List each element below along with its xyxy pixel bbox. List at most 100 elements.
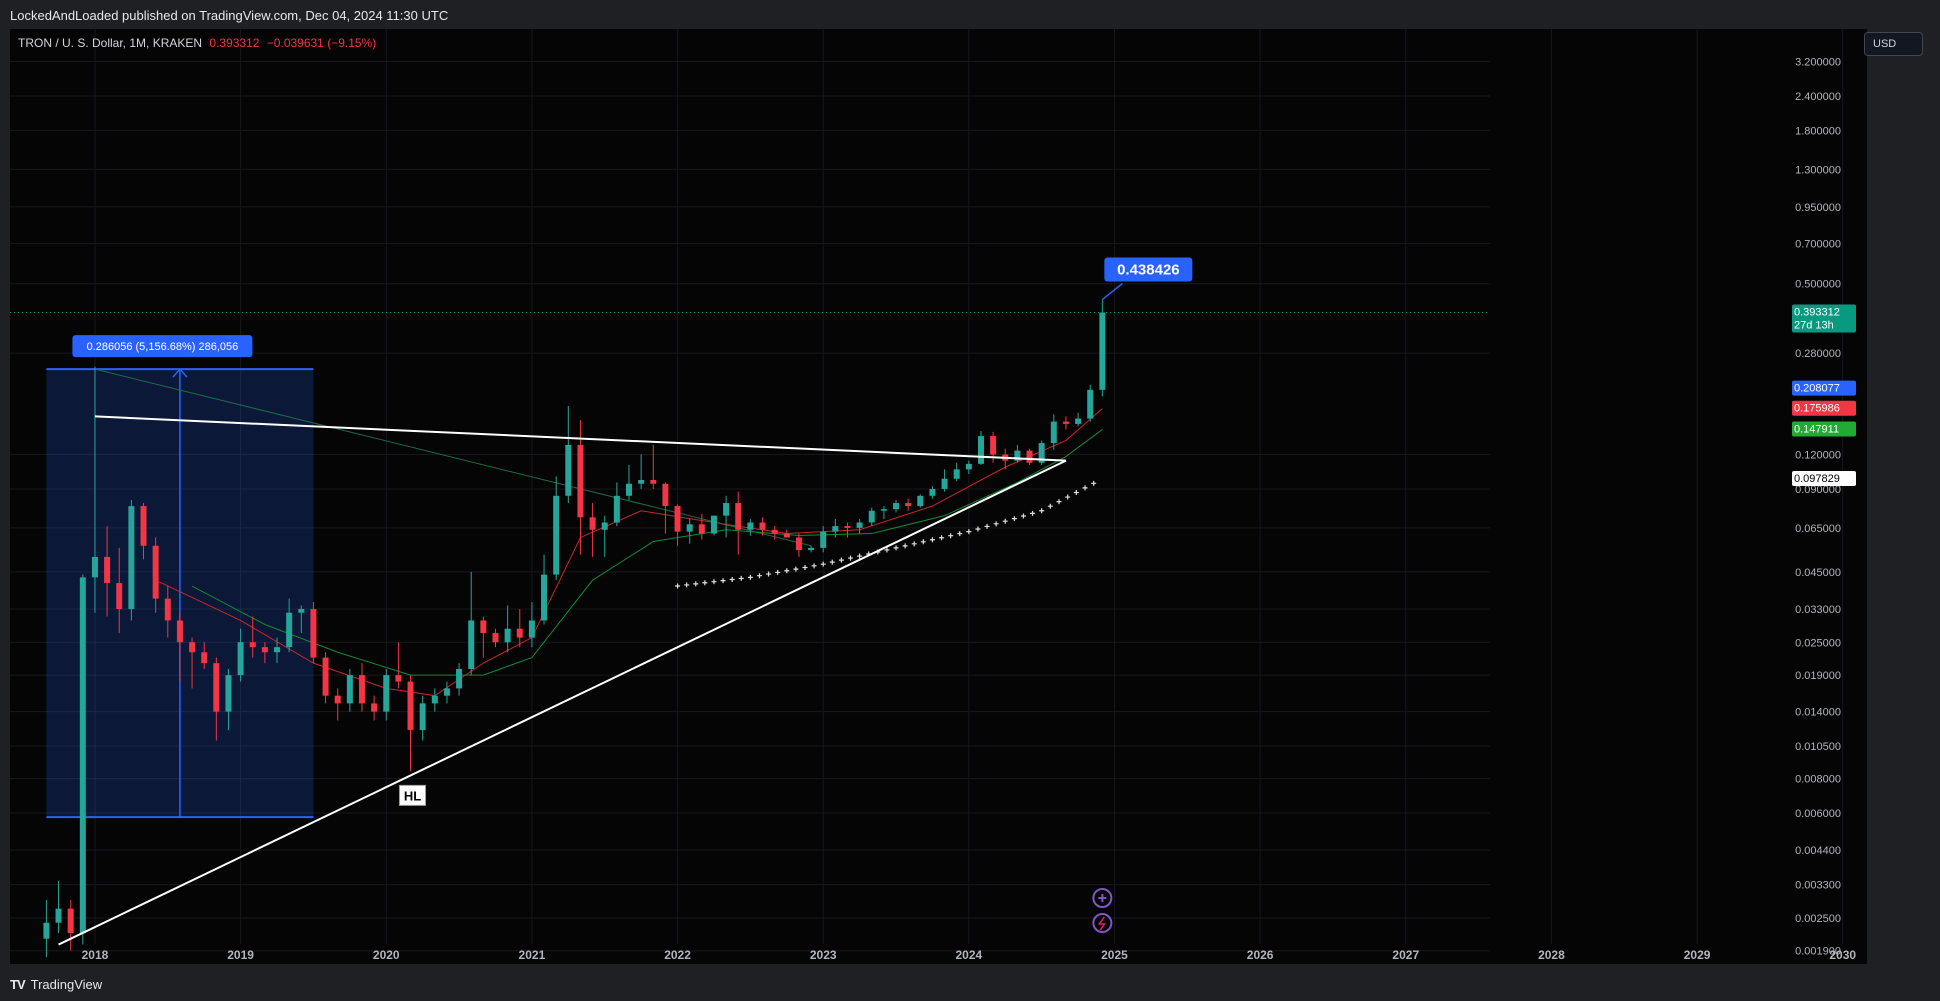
price-tag-value: 0.097829: [1794, 473, 1840, 485]
plus-marker: [829, 559, 835, 565]
candle: [820, 526, 827, 553]
candle: [953, 462, 960, 482]
candle-body: [346, 675, 353, 704]
trendline-lower: [58, 459, 1067, 946]
tradingview-logo-icon: TV: [10, 977, 26, 992]
plus-marker: [920, 539, 926, 545]
candle: [662, 482, 669, 534]
plus-marker: [729, 577, 735, 583]
plus-marker: [984, 523, 990, 529]
candle: [553, 476, 560, 581]
candle: [929, 486, 936, 499]
candle-body: [492, 633, 499, 643]
price-axis-label: 0.090000: [1795, 484, 1841, 496]
candle: [274, 637, 281, 664]
time-axis-label: 2029: [1684, 948, 1711, 962]
candle-body: [322, 657, 329, 696]
plus-marker: [1091, 480, 1097, 486]
candle-body: [723, 503, 730, 516]
candle-body: [261, 647, 268, 653]
plus-marker: [738, 575, 744, 581]
plus-marker: [1002, 518, 1008, 524]
candle-body: [528, 620, 535, 638]
plus-marker: [720, 578, 726, 584]
price-axis-label: 3.200000: [1795, 57, 1841, 69]
candle-body: [601, 522, 608, 530]
tradingview-brand: TradingView: [30, 977, 103, 992]
price-axis-label: 0.700000: [1795, 238, 1841, 250]
time-axis-label: 2018: [82, 948, 109, 962]
candle-body: [213, 663, 220, 712]
plus-marker: [1039, 508, 1045, 514]
candle-body: [990, 436, 997, 455]
candle: [213, 657, 220, 741]
time-axis-label: 2023: [810, 948, 837, 962]
price-tag-bg: [1792, 304, 1856, 333]
candle-body: [541, 574, 548, 621]
candle: [395, 642, 402, 689]
candle-body: [735, 503, 742, 530]
candle: [977, 431, 984, 465]
candle-body: [176, 620, 183, 643]
plus-marker: [857, 553, 863, 559]
plus-marker: [702, 580, 708, 586]
candle-body: [140, 506, 147, 546]
candle-body: [237, 642, 244, 676]
candle: [868, 507, 875, 527]
candle-body: [286, 612, 293, 648]
plus-marker: [1030, 510, 1036, 516]
time-axis-label: 2030: [1829, 948, 1856, 962]
plus-marker: [939, 535, 945, 541]
price-axis-label: 0.045000: [1795, 567, 1841, 579]
price-tag-bg: [1792, 421, 1856, 437]
price-tag: 0.097829: [1792, 470, 1856, 486]
candle-body: [480, 620, 487, 634]
candle: [613, 482, 620, 527]
candle: [237, 628, 244, 682]
candle-body: [43, 922, 50, 939]
candle: [674, 504, 681, 546]
plus-marker: [684, 582, 690, 588]
candle: [140, 503, 147, 560]
candle: [431, 688, 438, 712]
plus-marker: [911, 541, 917, 547]
measure-label-bg: [72, 335, 253, 358]
candle: [1087, 384, 1094, 422]
chart-area[interactable]: 0.286056 (5,156.68%) 286,056 0.438426 HL 3.…: [10, 29, 1867, 964]
plus-marker: [675, 583, 681, 589]
candle-body: [613, 495, 620, 523]
price-tag-value: 0.208077: [1794, 383, 1840, 395]
candle-body: [1050, 421, 1057, 444]
price-chart[interactable]: 0.286056 (5,156.68%) 286,056 0.438426 HL 3.…: [10, 29, 1867, 964]
candle: [1014, 444, 1021, 463]
candle: [698, 514, 705, 540]
candle-body: [626, 483, 632, 496]
candle-body: [917, 495, 924, 507]
candle-body: [516, 628, 523, 638]
candle: [67, 900, 74, 951]
candle: [893, 500, 900, 513]
price-axis-label: 0.010500: [1795, 741, 1841, 753]
price-axis-label: 0.006000: [1795, 808, 1841, 820]
candle: [917, 494, 924, 508]
plus-marker: [948, 533, 954, 539]
candle: [261, 642, 268, 664]
candle-body: [55, 908, 62, 923]
price-tag-bg: [1792, 400, 1856, 416]
candle-body: [104, 556, 111, 584]
plus-marker: [1082, 485, 1088, 491]
candle-body: [152, 545, 159, 599]
price-tag-bg: [1792, 470, 1856, 486]
candle-body: [443, 688, 450, 696]
candle: [1075, 412, 1082, 427]
candle-body: [249, 642, 256, 648]
candle-body: [880, 509, 887, 511]
candle-body: [759, 522, 766, 530]
candle-body: [468, 620, 475, 669]
price-axis-label: 0.004400: [1795, 845, 1841, 857]
plus-marker: [884, 547, 890, 553]
currency-button[interactable]: USD: [1864, 32, 1923, 56]
measure-label: 0.286056 (5,156.68%) 286,056: [72, 335, 253, 358]
candle: [104, 526, 111, 617]
plus-marker: [929, 537, 935, 543]
